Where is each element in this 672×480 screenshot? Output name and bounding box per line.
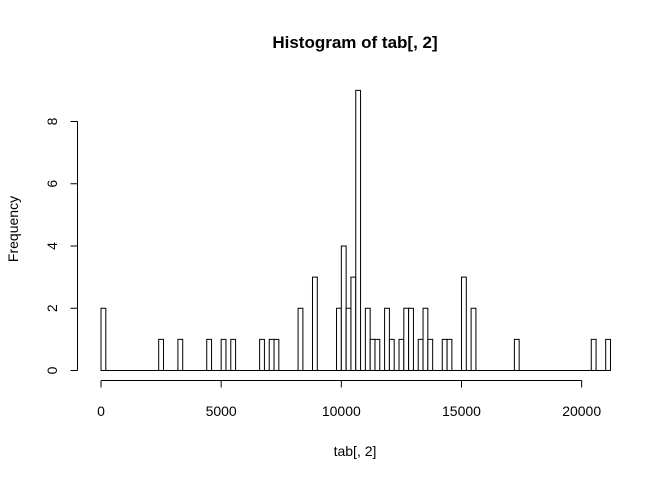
histogram-bar: [388, 338, 395, 371]
histogram-bar: [398, 338, 405, 371]
histogram-bar: [408, 307, 414, 371]
histogram-bar: [336, 307, 342, 371]
y-tick-label: 8: [44, 117, 60, 125]
histogram-bar: [177, 338, 184, 371]
histogram-bar: [460, 276, 467, 371]
histogram-bar: [220, 338, 227, 371]
histogram-bar: [513, 338, 520, 371]
histogram-bar: [403, 307, 410, 371]
histogram-bar: [470, 307, 477, 371]
histogram-bar: [345, 307, 352, 371]
x-tick-label: 5000: [206, 403, 237, 419]
histogram-bar: [590, 338, 597, 371]
y-axis: 0 2 4 6 8: [44, 117, 78, 374]
x-axis-label: tab[, 2]: [334, 443, 377, 459]
histogram-bar: [206, 338, 213, 371]
histogram-bar: [259, 338, 265, 371]
histogram-bar: [364, 307, 371, 371]
histogram-bar: [230, 338, 237, 371]
histogram-bar: [384, 307, 390, 371]
histogram-bar: [350, 276, 357, 371]
histogram-bar: [297, 307, 304, 371]
histogram-bar: [374, 338, 381, 371]
y-tick-label: 6: [44, 180, 60, 188]
histogram-bar: [446, 338, 453, 371]
histogram-bar: [427, 338, 434, 371]
histogram-bar: [268, 338, 275, 371]
histogram-bar: [340, 245, 347, 371]
histogram-bar: [441, 338, 448, 371]
x-tick-label: 10000: [322, 403, 361, 419]
y-tick-label: 0: [44, 366, 60, 374]
histogram-bar: [100, 307, 107, 371]
x-axis: 0 5000 10000 15000 20000: [97, 380, 601, 419]
x-tick-label: 0: [97, 403, 105, 419]
bars-group: [100, 89, 612, 371]
x-tick-label: 15000: [442, 403, 481, 419]
histogram-bar: [273, 338, 280, 371]
y-tick-label: 4: [44, 242, 60, 250]
histogram-bar: [417, 338, 424, 371]
chart-title: Histogram of tab[, 2]: [272, 33, 437, 52]
histogram-bar: [422, 307, 429, 371]
y-axis-label: Frequency: [5, 196, 21, 262]
x-tick-label: 20000: [562, 403, 601, 419]
histogram-bar: [158, 338, 164, 371]
y-tick-label: 2: [44, 304, 60, 312]
histogram-bar: [605, 338, 612, 371]
histogram-bar: [369, 338, 376, 371]
histogram-bar: [355, 89, 362, 371]
histogram-bar: [311, 276, 318, 371]
